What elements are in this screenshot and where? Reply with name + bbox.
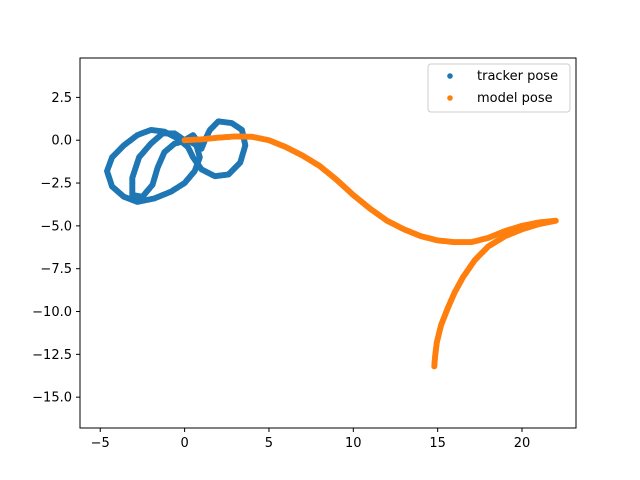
legend-box bbox=[427, 63, 571, 113]
y-tick-label: −2.5 bbox=[40, 177, 72, 192]
x-tick-label: 5 bbox=[265, 436, 273, 451]
plot-frame bbox=[79, 57, 577, 429]
plot-area bbox=[80, 58, 576, 428]
data-point bbox=[431, 363, 438, 370]
y-tick-label: 0.0 bbox=[51, 134, 72, 149]
axis-ticks: −5 0 5 10 15 20 2.5 0.0 −2.5 −5.0 −7.5 −10.0 −12.5 −1… bbox=[32, 91, 530, 451]
y-tick-label: −15.0 bbox=[32, 391, 72, 406]
x-tick-label: 15 bbox=[429, 436, 446, 451]
x-tick-label: 20 bbox=[514, 436, 531, 451]
y-tick-label: −12.5 bbox=[32, 348, 72, 363]
legend-marker-model bbox=[447, 95, 453, 101]
legend-label-tracker: tracker pose bbox=[477, 69, 558, 84]
legend-marker-tracker bbox=[447, 73, 453, 79]
legend-label-model: model pose bbox=[477, 91, 553, 106]
y-tick-label: −7.5 bbox=[40, 262, 72, 277]
x-tick-label: 10 bbox=[345, 436, 362, 451]
y-tick-label: −5.0 bbox=[40, 219, 72, 234]
data-marks bbox=[103, 118, 559, 370]
x-tick-label: −5 bbox=[91, 436, 110, 451]
y-tick-label: 2.5 bbox=[51, 91, 72, 106]
series-model-pose bbox=[181, 133, 559, 370]
y-tick-label: −10.0 bbox=[32, 305, 72, 320]
x-tick-label: 0 bbox=[180, 436, 188, 451]
legend: tracker pose model pose bbox=[427, 63, 571, 113]
